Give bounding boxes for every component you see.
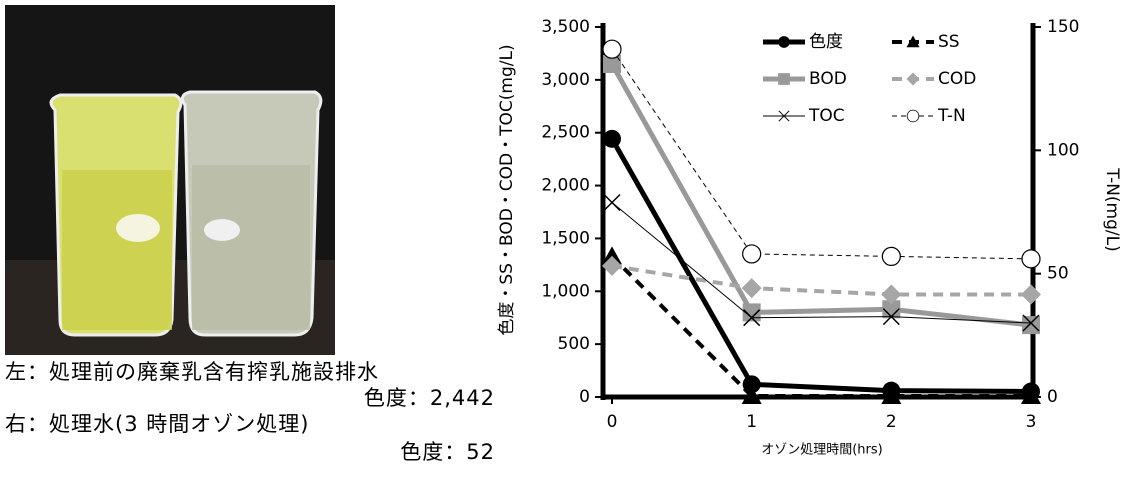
y-tick-label: 3,500 [541,17,590,37]
marker [1022,316,1040,334]
legend-label: 色度 [809,32,843,52]
caption-left-color: 色度：2,442 [364,386,495,410]
y-tick-label: 1,000 [541,281,590,301]
legend-label: BOD [809,69,847,89]
x-tick-label: 0 [607,412,618,432]
legend-marker [907,110,919,122]
x-axis-title: オゾン処理時間(hrs) [761,443,883,458]
y2-tick-label: 0 [1047,387,1058,407]
x-tick-label: 2 [886,412,897,432]
legend-label: SS [938,32,960,52]
legend-label: COD [938,69,976,89]
marker [603,130,621,148]
series-line [612,256,1031,396]
x-tick-label: 1 [746,412,757,432]
marker [604,194,620,210]
legend-marker [778,73,790,85]
y2-tick-label: 50 [1047,264,1069,284]
marker [882,247,900,265]
caption-left: 左：処理前の廃棄乳含有搾乳施設排水 [5,360,379,384]
marker [603,40,621,58]
series-line [612,64,1031,325]
x-tick-label: 3 [1026,412,1037,432]
legend-label: T-N [937,106,966,126]
y-tick-label: 500 [558,334,590,354]
y-tick-label: 1,500 [541,228,590,248]
page: 左：処理前の廃棄乳含有搾乳施設排水 色度：2,442 右：処理水(3 時間オゾン… [0,0,1128,485]
y2-axis-title: T-N(mg/L) [1102,167,1122,252]
photo [5,5,335,355]
y-tick-label: 2,000 [541,176,590,196]
series-line [612,202,1031,323]
legend-marker [907,73,920,86]
legend-label: TOC [808,106,845,126]
y-tick-label: 0 [579,387,590,407]
figure: 左：処理前の廃棄乳含有搾乳施設排水 色度：2,442 右：処理水(3 時間オゾン… [0,0,1128,485]
legend-marker [778,36,790,48]
y-axis-title: 色度・SS・BOD・COD・TOC(mg/L) [497,44,517,335]
y-tick-label: 2,500 [541,123,590,143]
y-tick-label: 3,000 [541,70,590,90]
marker [1022,250,1040,268]
y2-tick-label: 150 [1047,17,1079,37]
marker [743,245,761,263]
marker [1021,284,1041,304]
series-line [612,266,1031,295]
caption-right-color: 色度：52 [400,440,495,464]
y2-tick-label: 100 [1047,140,1079,160]
caption-right: 右：処理水(3 時間オゾン処理) [5,412,309,436]
